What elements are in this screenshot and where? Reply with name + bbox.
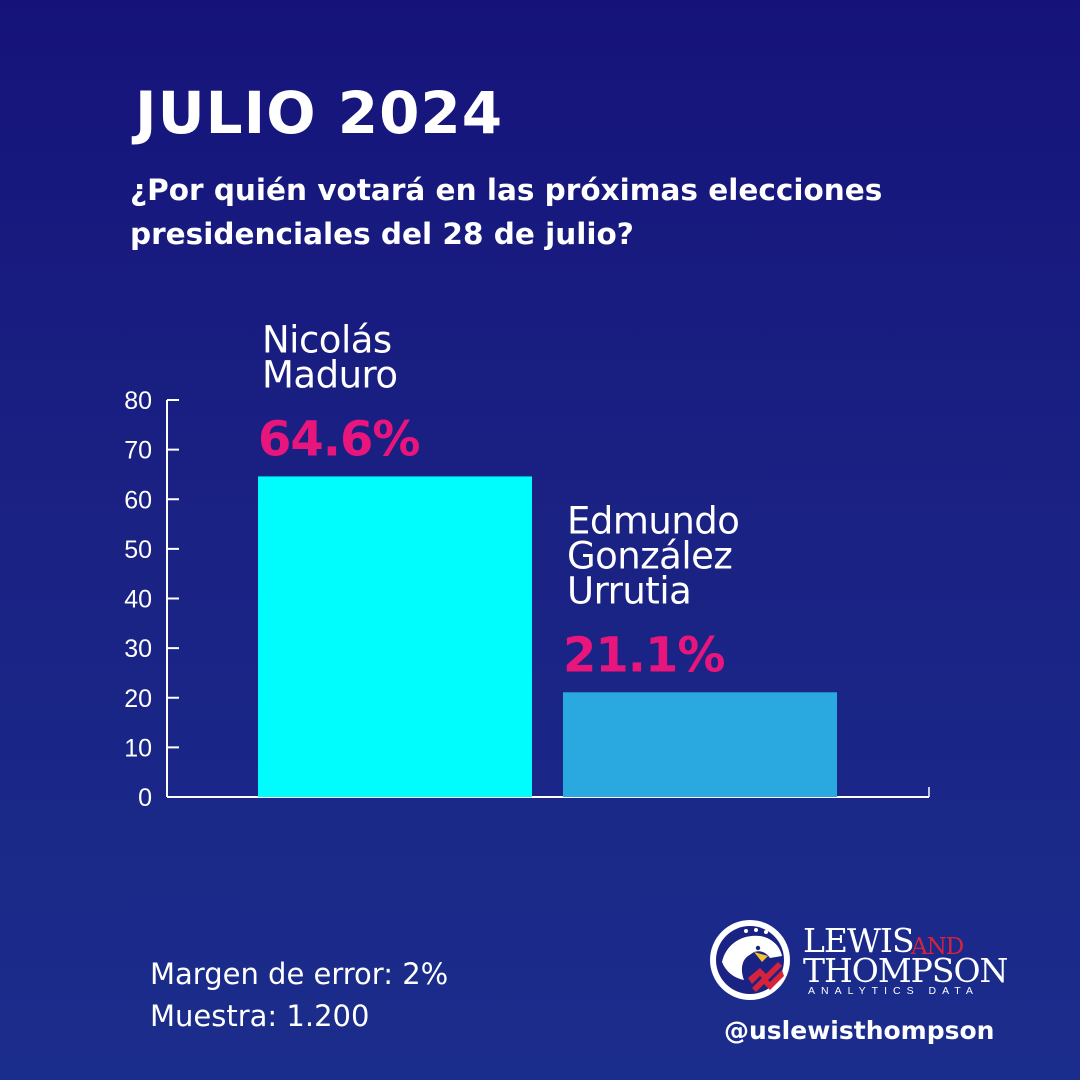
y-tick-label: 80 bbox=[124, 387, 152, 415]
logo-word-thompson: THOMPSON bbox=[803, 951, 1008, 990]
page-title: JULIO 2024 bbox=[135, 79, 504, 147]
y-tick-label: 60 bbox=[124, 486, 152, 514]
eagle-flag-icon bbox=[710, 920, 790, 1000]
logo-tagline: ANALYTICS DATA bbox=[808, 985, 979, 997]
social-handle: @uslewisthompson bbox=[724, 1016, 995, 1045]
chart-bars bbox=[258, 476, 837, 797]
y-tick-label: 30 bbox=[124, 635, 152, 663]
category-label-1: Nicolás bbox=[262, 318, 392, 361]
y-tick-label: 40 bbox=[124, 586, 152, 614]
logo-word-and: AND bbox=[911, 934, 964, 960]
y-tick-label: 0 bbox=[138, 784, 152, 812]
y-tick-label: 50 bbox=[124, 536, 152, 564]
category-label-1: Maduro bbox=[262, 353, 398, 396]
sample-size: Muestra: 1.200 bbox=[150, 999, 370, 1033]
y-tick-label: 70 bbox=[124, 437, 152, 465]
survey-notes: Margen de error: 2% Muestra: 1.200 bbox=[150, 953, 448, 1037]
y-tick-label: 20 bbox=[124, 685, 152, 713]
brand-logo: LEWIS AND THOMPSON ANALYTICS DATA bbox=[708, 918, 1008, 1002]
category-label-2: Urrutia bbox=[567, 569, 691, 612]
category-label-2: Edmundo bbox=[567, 499, 739, 542]
category-label-2: González bbox=[567, 534, 732, 577]
margin-of-error: Margen de error: 2% bbox=[150, 957, 449, 991]
value-label-1: 64.6% bbox=[258, 411, 420, 467]
value-label-2: 21.1% bbox=[563, 627, 725, 683]
y-tick-label: 10 bbox=[124, 734, 152, 762]
page-subtitle: ¿Por quién votará en las próximas elecci… bbox=[130, 173, 883, 251]
logo-word-lewis: LEWIS bbox=[803, 921, 915, 960]
bar-2 bbox=[563, 692, 837, 797]
bar-1 bbox=[258, 476, 532, 797]
